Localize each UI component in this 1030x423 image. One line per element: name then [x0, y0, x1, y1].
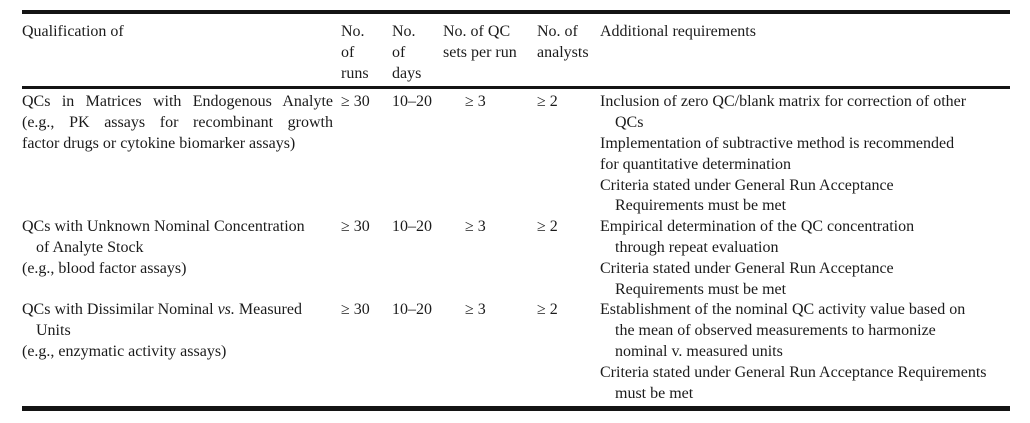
header-label-qc-sets-per-run-line-1: No. of QC: [443, 23, 511, 40]
table-top-rule: [22, 10, 1010, 14]
analysts-value-text: ≥ 2: [537, 93, 558, 111]
analysts-value: ≥ 2: [534, 300, 598, 404]
days-value-text: 10–20: [392, 93, 432, 111]
header-label-analysts-line-1: No. of: [537, 23, 578, 40]
days-value: 10–20: [390, 300, 441, 404]
additional-requirement-line: for quantitative determination: [600, 155, 792, 173]
qc-sets-value-text: ≥ 3: [465, 218, 486, 236]
additional-requirement-line: through repeat evaluation: [615, 238, 779, 256]
additional-requirement-line: Criteria stated under General Run Accept…: [600, 176, 894, 194]
header-label-days-line-1: No.: [392, 23, 416, 40]
table-header-rule: [22, 86, 1010, 90]
header-cell-days: No. of days: [390, 22, 441, 84]
runs-value: ≥ 30: [338, 300, 390, 404]
qualification-line: (e.g., enzymatic activity assays): [22, 342, 227, 360]
qualification-italic-segment: vs.: [217, 301, 235, 319]
header-label-qc-sets-per-run-line-2: sets per run: [443, 43, 517, 61]
header-cell-qualification: Qualification of: [22, 22, 338, 84]
qualification-line: QCs with Dissimilar Nominal vs. Measured: [22, 300, 338, 321]
additional-requirements-cell: Empirical determination of the QC concen…: [598, 217, 1010, 300]
additional-requirement-line: Implementation of subtractive method is …: [600, 134, 955, 152]
additional-requirement-line: the mean of observed measurements to har…: [615, 322, 936, 340]
header-label-days-line-3: days: [392, 64, 422, 82]
header-label-runs-line-3: runs: [341, 64, 369, 82]
runs-value: ≥ 30: [338, 217, 390, 300]
qualification-line: QCs with Unknown Nominal Concentration: [22, 218, 305, 236]
qualification-line: of Analyte Stock: [36, 238, 144, 256]
qualification-line: Units: [36, 322, 71, 340]
days-value: 10–20: [390, 217, 441, 300]
additional-requirement-line: Requirements must be met: [615, 197, 787, 215]
runs-value-text: ≥ 30: [341, 93, 370, 111]
additional-requirement-line: Criteria stated under General Run Accept…: [600, 259, 894, 277]
qualification-segment: QCs with Dissimilar Nominal: [22, 301, 218, 319]
header-cell-runs: No. of runs: [338, 22, 390, 84]
additional-requirement-line: Empirical determination of the QC concen…: [600, 218, 915, 236]
analysts-value: ≥ 2: [534, 92, 598, 217]
qc-sets-value-text: ≥ 3: [465, 93, 486, 111]
qualification-cell: QCs in Matrices with Endogenous Analyte (…: [22, 92, 338, 217]
header-label-analysts-line-2: analysts: [537, 43, 589, 61]
qualification-line: factor drugs or cytokine biomarker assay…: [22, 134, 296, 152]
qualification-line: QCs in Matrices with Endogenous Analyte: [22, 93, 333, 111]
additional-requirement-line: Inclusion of zero QC/blank matrix for co…: [600, 93, 967, 111]
additional-requirement-line: nominal v. measured units: [615, 342, 783, 360]
additional-requirement-line: must be met: [615, 384, 694, 402]
days-value: 10–20: [390, 92, 441, 217]
header-cell-analysts: No. of analysts: [534, 22, 598, 84]
additional-requirement-line: Criteria stated under General Run Accept…: [600, 363, 987, 381]
header-cell-additional-requirements: Additional requirements: [598, 22, 1010, 84]
qualification-line: (e.g., blood factor assays): [22, 259, 187, 277]
qc-sets-value-text: ≥ 3: [465, 301, 486, 319]
table-row: QCs with Dissimilar Nominal vs. Measured…: [22, 300, 1010, 404]
qualification-line: (e.g., PK assays for recombinant growth: [22, 114, 333, 132]
analysts-value: ≥ 2: [534, 217, 598, 300]
header-label-days-line-2: of: [392, 43, 406, 61]
table-bottom-rule: [22, 406, 1010, 412]
qc-sets-value: ≥ 3: [441, 300, 534, 404]
qualification-cell: QCs with Dissimilar Nominal vs. Measured…: [22, 300, 338, 404]
analysts-value-text: ≥ 2: [537, 301, 558, 319]
table-row: QCs in Matrices with Endogenous Analyte (…: [22, 92, 1010, 217]
qualification-requirements-table: Qualification of No. of runs No. of days No. of…: [22, 10, 1010, 412]
runs-value-text: ≥ 30: [341, 301, 370, 319]
analysts-value-text: ≥ 2: [537, 218, 558, 236]
days-value-text: 10–20: [392, 218, 432, 236]
header-label-qualification-line-1: Qualification of: [22, 23, 124, 40]
runs-value: ≥ 30: [338, 92, 390, 217]
header-label-runs-line-2: of: [341, 43, 355, 61]
table-body: QCs in Matrices with Endogenous Analyte (…: [22, 89, 1010, 406]
qc-sets-value: ≥ 3: [441, 92, 534, 217]
runs-value-text: ≥ 30: [341, 218, 370, 236]
additional-requirements-cell: Establishment of the nominal QC activity…: [598, 300, 1010, 404]
qualification-segment: Measured: [234, 301, 302, 319]
qc-sets-value: ≥ 3: [441, 217, 534, 300]
additional-requirement-line: Requirements must be met: [615, 280, 787, 298]
header-cell-qc-sets-per-run: No. of QC sets per run: [441, 22, 534, 84]
table-header-row: Qualification of No. of runs No. of days No. of…: [22, 14, 1010, 86]
table-row: QCs with Unknown Nominal Concentration of…: [22, 217, 1010, 300]
qualification-cell: QCs with Unknown Nominal Concentration of…: [22, 217, 338, 300]
additional-requirements-cell: Inclusion of zero QC/blank matrix for co…: [598, 92, 1010, 217]
days-value-text: 10–20: [392, 301, 432, 319]
additional-requirement-line: QCs: [615, 114, 644, 132]
header-label-additional-requirements-line-1: Additional requirements: [600, 23, 756, 40]
additional-requirement-line: Establishment of the nominal QC activity…: [600, 301, 966, 319]
header-label-runs-line-1: No.: [341, 23, 365, 40]
